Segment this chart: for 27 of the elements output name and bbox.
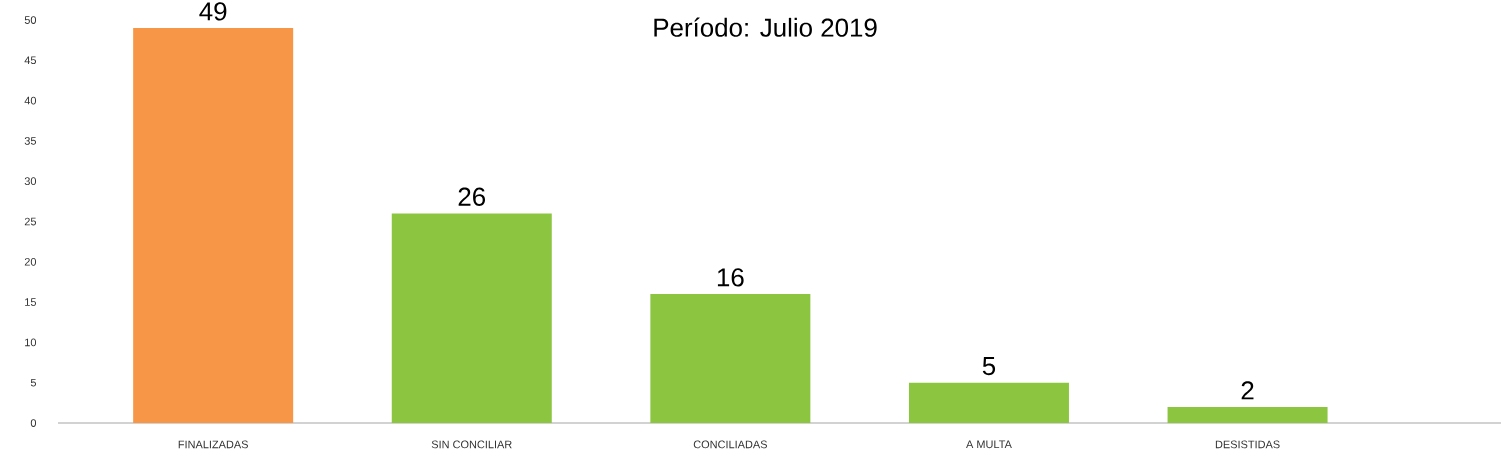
data-label: 49 — [199, 2, 227, 21]
data-label: 5 — [982, 357, 996, 376]
bar — [1167, 406, 1328, 423]
x-tick-label: FINALIZADAS — [178, 440, 248, 449]
y-tick-label: 30 — [24, 177, 37, 186]
bar — [133, 28, 294, 423]
y-tick-label: 40 — [24, 96, 37, 105]
chart-title: Período: Julio 2019 — [654, 17, 877, 37]
bar — [391, 213, 552, 423]
x-tick-label: A MULTA — [966, 440, 1012, 449]
y-tick-label: 10 — [25, 338, 37, 347]
bar — [650, 294, 811, 423]
x-tick-label: DESISTIDAS — [1215, 440, 1280, 449]
data-label: 2 — [1241, 381, 1254, 400]
y-tick-label: 20 — [24, 257, 37, 266]
y-tick-label: 0 — [30, 419, 37, 427]
y-tick-label: 35 — [24, 137, 37, 145]
y-tick-label: 50 — [24, 16, 37, 24]
data-label: 16 — [717, 268, 744, 287]
x-tick-label: CONCILIADAS — [693, 440, 767, 449]
x-tick-label: SIN CONCILIAR — [431, 440, 512, 449]
y-tick-label: 45 — [24, 56, 37, 65]
y-tick-label: 25 — [24, 217, 37, 226]
data-label: 26 — [458, 187, 486, 206]
y-tick-label: 15 — [25, 298, 37, 306]
y-tick-label: 5 — [30, 378, 37, 387]
bar — [908, 382, 1069, 423]
